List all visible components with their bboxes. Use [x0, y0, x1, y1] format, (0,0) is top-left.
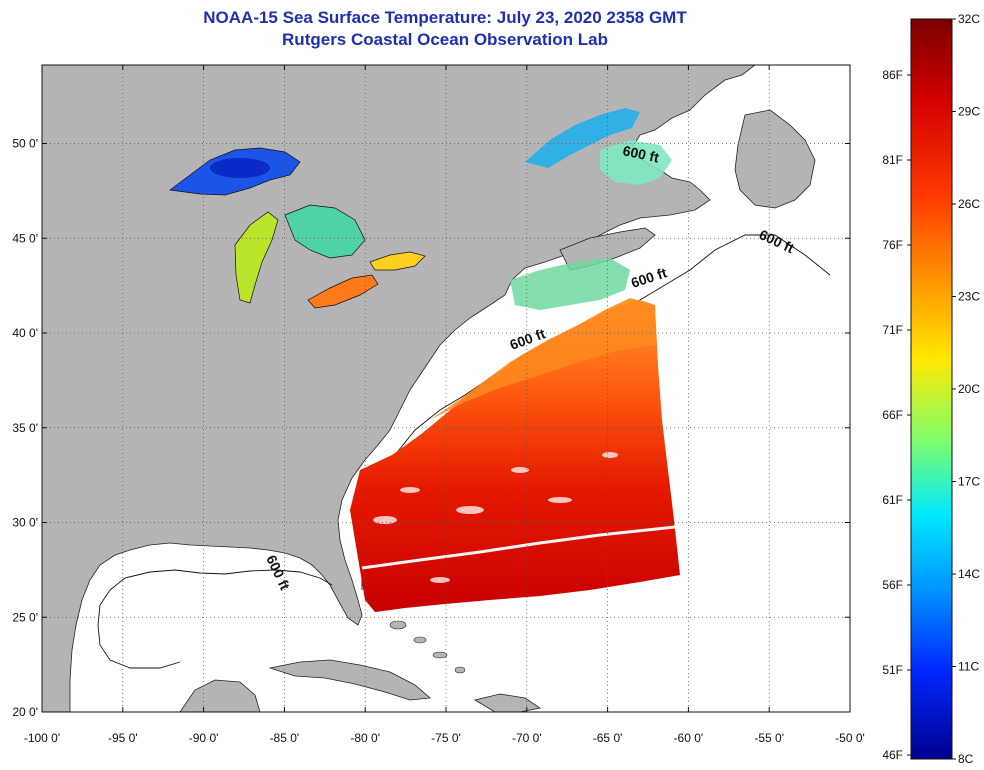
lon-label: -85 0' — [270, 731, 300, 745]
lon-label: -70 0' — [512, 731, 542, 745]
colorbar-fahrenheit-label: 86F — [882, 68, 903, 82]
colorbar-celsius-label: 20C — [958, 382, 980, 396]
lon-label: -60 0' — [674, 731, 704, 745]
axis-ticks — [41, 65, 851, 713]
colorbar-celsius-label: 32C — [958, 12, 980, 26]
lat-label: 30 0' — [12, 516, 38, 530]
longitude-labels: -100 0' -95 0' -90 0' -85 0' -80 0' -75 0' -70… — [24, 731, 865, 745]
colorbar-ticks: 32C 29C 26C 23C 20C 17C 14C 11C 8C 86F 81F 76F 71F 66… — [882, 12, 980, 766]
lat-label: 35 0' — [12, 421, 38, 435]
colorbar-celsius-label: 29C — [958, 105, 980, 119]
colorbar-fahrenheit-label: 76F — [882, 238, 903, 252]
gulf-st-lawrence-sst — [600, 140, 672, 185]
colorbar-celsius-label: 14C — [958, 567, 980, 581]
colorbar-fahrenheit-label: 71F — [882, 323, 903, 337]
cloud-streak — [361, 525, 676, 570]
lat-label: 45 0' — [12, 231, 38, 245]
lat-label: 25 0' — [12, 610, 38, 624]
shelf-warm-band — [430, 300, 656, 420]
contour-label-gulf-st-lawrence: 600 ft — [621, 142, 660, 165]
colorbar-celsius-label: 8C — [958, 752, 974, 766]
lon-label: -90 0' — [189, 731, 219, 745]
land-newfoundland — [734, 109, 816, 209]
colorbar-fahrenheit-label: 81F — [882, 153, 903, 167]
colorbar — [910, 18, 953, 760]
gulf-600ft-contour — [97, 569, 333, 669]
colorbar-celsius-label: 23C — [958, 290, 980, 304]
graticule — [42, 65, 850, 712]
map-subtitle: Rutgers Coastal Ocean Observation Lab — [282, 30, 608, 49]
gulf-of-maine-sst — [510, 258, 630, 310]
lon-label: -95 0' — [108, 731, 138, 745]
colorbar-celsius-label: 17C — [958, 475, 980, 489]
lat-label: 50 0' — [12, 137, 38, 151]
atlantic-sst-swath — [350, 298, 680, 612]
colorbar-fahrenheit-label: 56F — [882, 578, 903, 592]
lon-label: -80 0' — [350, 731, 380, 745]
lat-label: 40 0' — [12, 326, 38, 340]
lon-label: -75 0' — [431, 731, 461, 745]
lake-erie — [307, 274, 379, 309]
st-lawrence-sst — [525, 108, 640, 168]
cloud-speckles — [373, 452, 618, 583]
lon-label: -50 0' — [835, 731, 865, 745]
land-bahamas — [389, 620, 466, 674]
lat-label: 20 0' — [12, 705, 38, 719]
lake-michigan — [234, 211, 279, 304]
lake-huron — [284, 204, 366, 259]
latitude-labels: 50 0' 45 0' 40 0' 35 0' 30 0' 25 0' 20 0' — [12, 137, 38, 720]
lon-label: -100 0' — [24, 731, 60, 745]
colorbar-fahrenheit-label: 46F — [882, 748, 903, 762]
map-title: NOAA-15 Sea Surface Temperature: July 23… — [203, 8, 687, 27]
land-cuba — [268, 659, 431, 701]
land-yucatan — [179, 679, 261, 712]
colorbar-fahrenheit-label: 66F — [882, 408, 903, 422]
lon-label: -55 0' — [754, 731, 784, 745]
colorbar-celsius-label: 11C — [958, 660, 979, 674]
colorbar-celsius-label: 26C — [958, 197, 980, 211]
map-canvas: 600 ft 600 ft 600 ft 600 ft 600 ft — [42, 65, 850, 712]
lake-ontario — [369, 251, 426, 271]
colorbar-fahrenheit-label: 51F — [882, 663, 903, 677]
land-hispaniola — [473, 693, 542, 712]
lon-label: -65 0' — [593, 731, 623, 745]
colorbar-fahrenheit-label: 61F — [882, 493, 903, 507]
